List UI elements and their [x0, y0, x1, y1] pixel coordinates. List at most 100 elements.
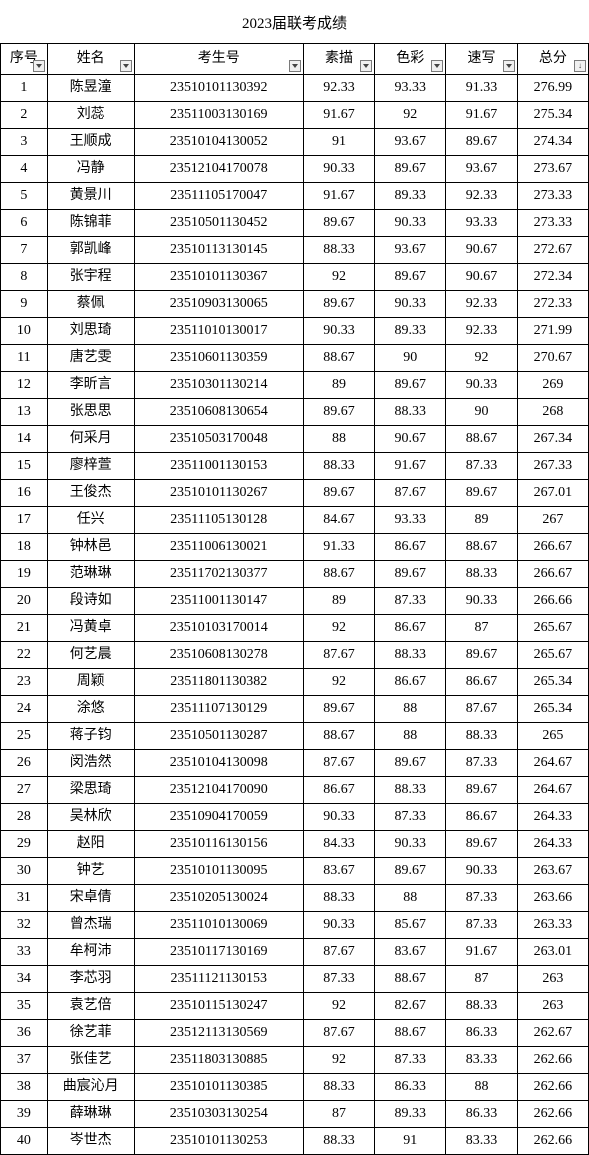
filter-dropdown-icon[interactable] — [431, 60, 443, 72]
cell-sketch: 88.33 — [303, 885, 374, 912]
cell-sketch: 89.67 — [303, 399, 374, 426]
col-header-label: 考生号 — [198, 51, 240, 66]
cell-sketch: 89.67 — [303, 480, 374, 507]
cell-color: 87.33 — [375, 588, 446, 615]
sort-desc-icon[interactable]: ↓ — [574, 60, 586, 72]
cell-quicksketch: 89.67 — [446, 642, 517, 669]
cell-total: 262.66 — [517, 1047, 588, 1074]
col-header-color[interactable]: 色彩 — [375, 44, 446, 75]
cell-quicksketch: 86.67 — [446, 669, 517, 696]
cell-quicksketch: 87 — [446, 615, 517, 642]
table-row: 28吴林欣2351090417005990.3387.3386.67264.33 — [1, 804, 589, 831]
cell-index: 26 — [1, 750, 48, 777]
cell-quicksketch: 88.67 — [446, 534, 517, 561]
cell-quicksketch: 93.67 — [446, 156, 517, 183]
cell-examid: 23510101130367 — [134, 264, 303, 291]
cell-examid: 23511003130169 — [134, 102, 303, 129]
col-header-index[interactable]: 序号 — [1, 44, 48, 75]
table-row: 11唐艺雯2351060113035988.679092270.67 — [1, 345, 589, 372]
cell-index: 10 — [1, 318, 48, 345]
cell-examid: 23511001130147 — [134, 588, 303, 615]
cell-index: 16 — [1, 480, 48, 507]
cell-color: 89.67 — [375, 750, 446, 777]
cell-color: 85.67 — [375, 912, 446, 939]
cell-quicksketch: 91.67 — [446, 102, 517, 129]
cell-total: 264.67 — [517, 750, 588, 777]
cell-quicksketch: 90.33 — [446, 588, 517, 615]
filter-dropdown-icon[interactable] — [120, 60, 132, 72]
cell-quicksketch: 92.33 — [446, 318, 517, 345]
cell-total: 264.67 — [517, 777, 588, 804]
cell-examid: 23510104130052 — [134, 129, 303, 156]
cell-index: 13 — [1, 399, 48, 426]
cell-total: 265.67 — [517, 642, 588, 669]
cell-examid: 23511121130153 — [134, 966, 303, 993]
cell-sketch: 88.33 — [303, 453, 374, 480]
cell-name: 郭凯峰 — [47, 237, 134, 264]
cell-name: 何艺晨 — [47, 642, 134, 669]
cell-color: 88 — [375, 696, 446, 723]
cell-name: 何采月 — [47, 426, 134, 453]
cell-sketch: 92 — [303, 669, 374, 696]
cell-color: 91 — [375, 1128, 446, 1155]
cell-examid: 23510903130065 — [134, 291, 303, 318]
col-header-total[interactable]: 总分 ↓ — [517, 44, 588, 75]
cell-color: 88.67 — [375, 1020, 446, 1047]
cell-quicksketch: 87.33 — [446, 885, 517, 912]
cell-total: 266.66 — [517, 588, 588, 615]
cell-index: 28 — [1, 804, 48, 831]
table-row: 27梁思琦2351210417009086.6788.3389.67264.67 — [1, 777, 589, 804]
filter-dropdown-icon[interactable] — [33, 60, 45, 72]
cell-total: 263 — [517, 966, 588, 993]
cell-name: 陈昱潼 — [47, 75, 134, 102]
cell-total: 263.33 — [517, 912, 588, 939]
cell-name: 徐艺菲 — [47, 1020, 134, 1047]
cell-name: 曾杰瑞 — [47, 912, 134, 939]
table-row: 7郭凯峰2351011313014588.3393.6790.67272.67 — [1, 237, 589, 264]
col-header-sketch[interactable]: 素描 — [303, 44, 374, 75]
cell-quicksketch: 88.33 — [446, 561, 517, 588]
table-row: 24涂悠2351110713012989.678887.67265.34 — [1, 696, 589, 723]
cell-sketch: 88.33 — [303, 237, 374, 264]
table-row: 6陈锦菲2351050113045289.6790.3393.33273.33 — [1, 210, 589, 237]
cell-total: 272.33 — [517, 291, 588, 318]
cell-sketch: 88.67 — [303, 345, 374, 372]
cell-examid: 23510301130214 — [134, 372, 303, 399]
cell-quicksketch: 92.33 — [446, 291, 517, 318]
cell-index: 36 — [1, 1020, 48, 1047]
cell-examid: 23510608130654 — [134, 399, 303, 426]
cell-examid: 23510117130169 — [134, 939, 303, 966]
cell-sketch: 92 — [303, 1047, 374, 1074]
cell-index: 15 — [1, 453, 48, 480]
cell-color: 90.33 — [375, 210, 446, 237]
cell-total: 270.67 — [517, 345, 588, 372]
col-header-examid[interactable]: 考生号 — [134, 44, 303, 75]
filter-dropdown-icon[interactable] — [289, 60, 301, 72]
cell-quicksketch: 93.33 — [446, 210, 517, 237]
cell-total: 273.33 — [517, 183, 588, 210]
cell-sketch: 92.33 — [303, 75, 374, 102]
table-row: 14何采月235105031700488890.6788.67267.34 — [1, 426, 589, 453]
cell-name: 王俊杰 — [47, 480, 134, 507]
cell-total: 263 — [517, 993, 588, 1020]
col-header-name[interactable]: 姓名 — [47, 44, 134, 75]
cell-name: 陈锦菲 — [47, 210, 134, 237]
cell-total: 265 — [517, 723, 588, 750]
cell-quicksketch: 88.33 — [446, 993, 517, 1020]
col-header-quicksketch[interactable]: 速写 — [446, 44, 517, 75]
filter-dropdown-icon[interactable] — [503, 60, 515, 72]
cell-color: 87.33 — [375, 1047, 446, 1074]
filter-dropdown-icon[interactable] — [360, 60, 372, 72]
cell-quicksketch: 88 — [446, 1074, 517, 1101]
cell-color: 89.67 — [375, 561, 446, 588]
cell-name: 李芯羽 — [47, 966, 134, 993]
col-header-label: 姓名 — [77, 51, 105, 66]
cell-sketch: 88.33 — [303, 1074, 374, 1101]
cell-name: 涂悠 — [47, 696, 134, 723]
table-row: 32曾杰瑞2351101013006990.3385.6787.33263.33 — [1, 912, 589, 939]
cell-examid: 23510101130392 — [134, 75, 303, 102]
cell-color: 89.33 — [375, 1101, 446, 1128]
cell-sketch: 87 — [303, 1101, 374, 1128]
cell-sketch: 91.67 — [303, 102, 374, 129]
cell-name: 蒋子钧 — [47, 723, 134, 750]
